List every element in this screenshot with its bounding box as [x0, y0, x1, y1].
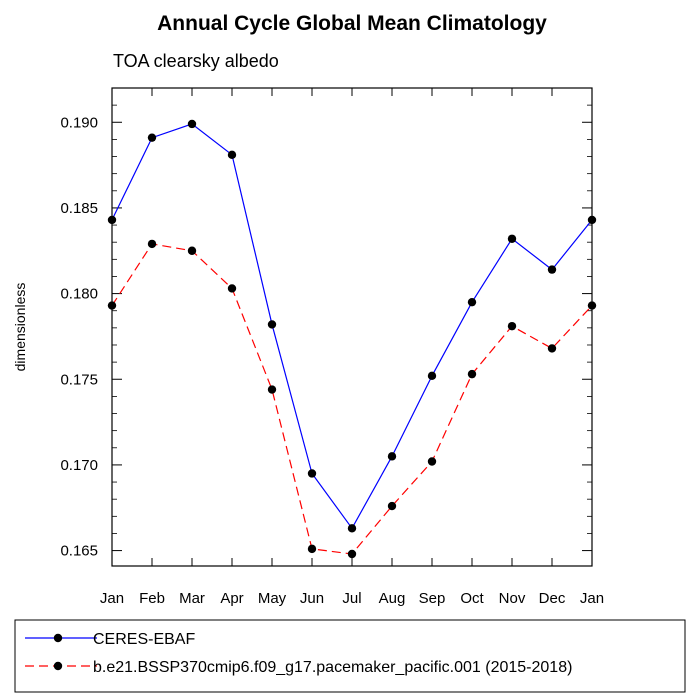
series-2-point: [427, 457, 437, 466]
x-tick-label: Aug: [379, 590, 406, 607]
legend-marker-1: [53, 633, 63, 643]
series-1-point: [427, 371, 437, 381]
series-2-point: [307, 544, 317, 554]
y-tick-label: 0.165: [60, 543, 98, 560]
series-1-point: [267, 320, 277, 329]
plot-frame: [111, 87, 593, 567]
axis-tick-labels: Jan Feb Mar Apr May Jun Jul Aug Sep Oct Nov Dec Jan 0…: [60, 114, 604, 607]
series-2-point: [347, 549, 357, 559]
series-1-point: [387, 452, 397, 461]
series-2-point: [467, 369, 477, 379]
x-tick-label: Dec: [539, 590, 566, 607]
series-2-point: [147, 239, 157, 249]
series-2-point: [507, 321, 517, 331]
series-1-point: [227, 150, 237, 160]
y-tick-label: 0.190: [60, 114, 98, 131]
x-tick-label: Sep: [419, 590, 446, 607]
series-1-point: [347, 524, 357, 533]
chart-title: Annual Cycle Global Mean Climatology: [157, 12, 547, 35]
series-1-point: [187, 119, 197, 129]
x-tick-label: Feb: [139, 590, 165, 607]
x-tick-label: Apr: [220, 590, 243, 607]
series-line-2: [111, 243, 593, 555]
x-tick-label: Jul: [342, 590, 361, 607]
series-1-point: [467, 297, 477, 307]
y-tick-label: 0.185: [60, 200, 98, 217]
series-2-point: [107, 301, 117, 310]
x-tick-label: Oct: [460, 590, 484, 607]
x-tick-label: May: [258, 590, 287, 607]
axis-ticks: [111, 87, 593, 566]
series-2-point: [267, 385, 277, 394]
x-tick-label: Mar: [179, 590, 205, 607]
series-1-point: [307, 469, 317, 478]
series-line-1: [111, 123, 593, 530]
x-tick-label: Nov: [499, 590, 526, 607]
series-2-point: [587, 301, 597, 310]
series-layer: [107, 119, 597, 559]
y-tick-label: 0.175: [60, 371, 98, 388]
chart-subtitle: TOA clearsky albedo: [113, 51, 279, 71]
series-1-point: [587, 215, 597, 225]
legend-label-1: CERES-EBAF: [93, 631, 195, 648]
y-axis-label: dimensionless: [12, 283, 28, 372]
series-1-point: [507, 234, 517, 243]
x-tick-label: Jun: [300, 590, 324, 607]
legend-label-2: b.e21.BSSP370cmip6.f09_g17.pacemaker_pac…: [93, 659, 572, 676]
y-tick-label: 0.170: [60, 457, 98, 474]
x-tick-label: Jan: [100, 590, 124, 607]
legend-marker-2: [53, 661, 63, 671]
legend: [14, 619, 686, 693]
series-1-point: [147, 133, 157, 142]
series-1-point: [547, 265, 557, 274]
series-2-point: [387, 501, 397, 511]
series-1-point: [107, 215, 117, 225]
y-tick-label: 0.180: [60, 286, 98, 303]
series-2-point: [547, 344, 557, 353]
series-2-point: [227, 284, 237, 293]
x-tick-label: Jan: [580, 590, 604, 607]
series-2-point: [187, 246, 197, 255]
legend-entries: CERES-EBAF b.e21.BSSP370cmip6.f09_g17.pac…: [25, 631, 572, 676]
